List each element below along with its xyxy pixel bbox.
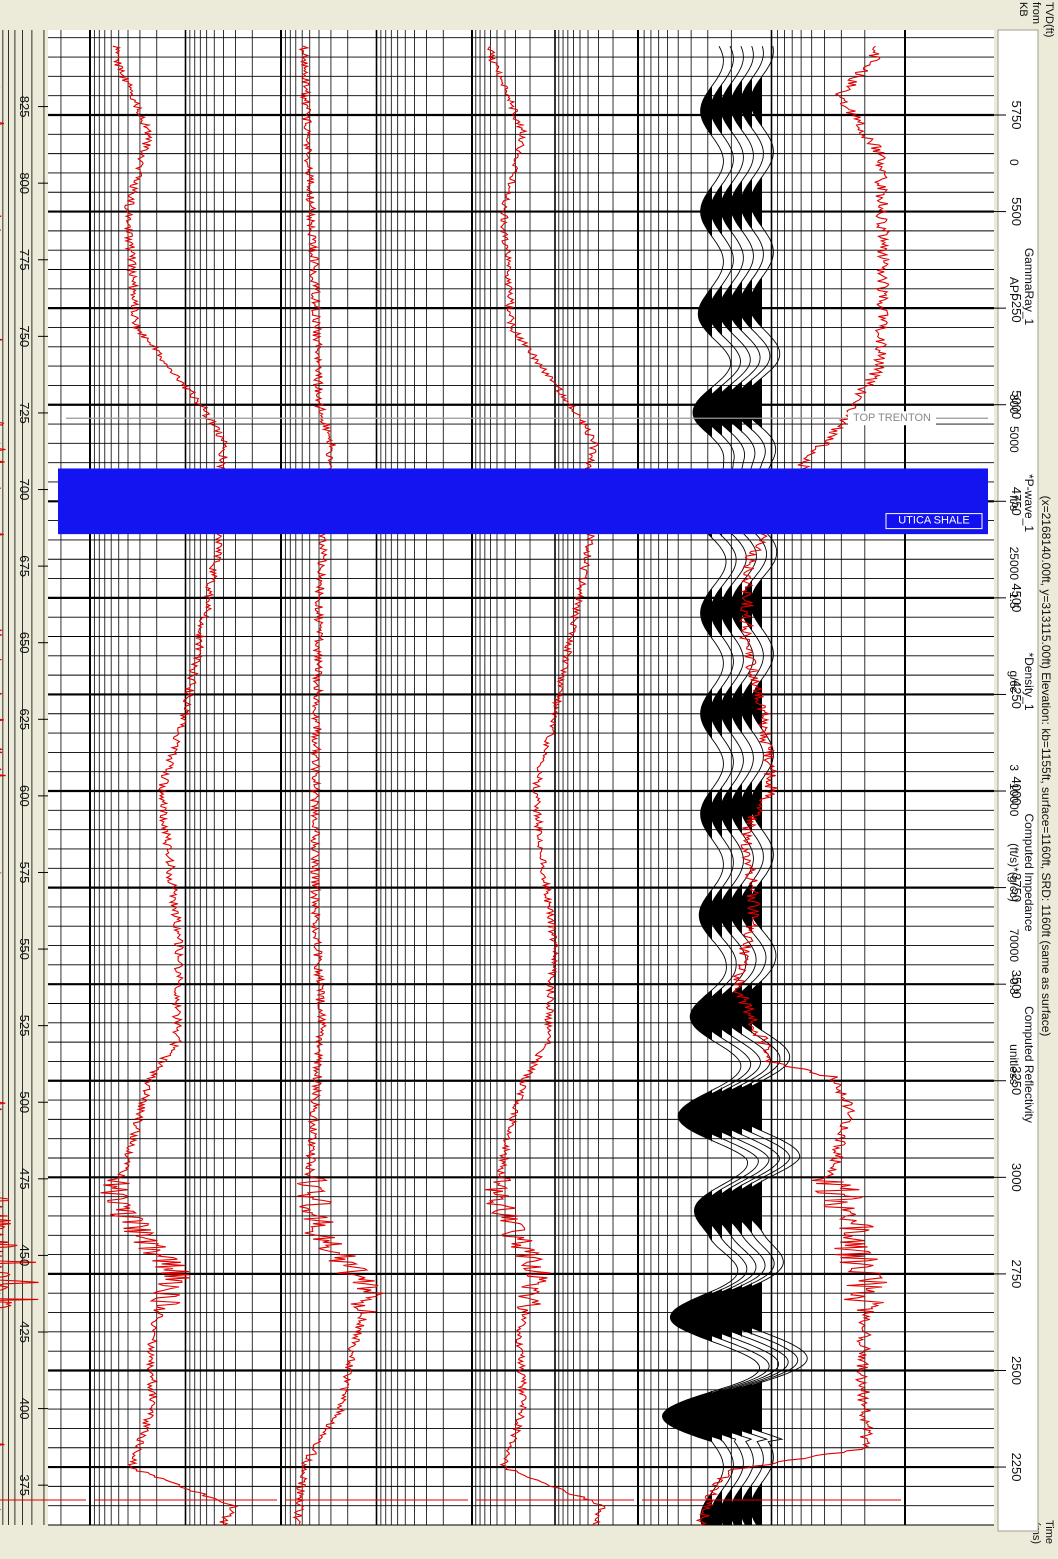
- seismic-trace: [701, 46, 799, 1526]
- top-label-utica-shale: UTICA SHALE: [898, 515, 970, 527]
- curve-unit: unitless: [1007, 1044, 1021, 1085]
- scale-max: 70000: [1007, 929, 1021, 963]
- scale-min: -0.3: [1007, 974, 1021, 995]
- seismic-trace: [711, 46, 808, 1526]
- svg-text:TVD(ft): TVD(ft): [1043, 2, 1055, 37]
- well-header-title: (x=2168140.00ft, y=313115.00ft) Elevatio…: [1039, 496, 1053, 1037]
- depth-tick-label: 4500: [1009, 583, 1024, 612]
- top-trenton-label-box: [848, 411, 936, 426]
- depth-tick-label: 5000: [1009, 390, 1024, 419]
- scale-max: 3: [1007, 764, 1021, 771]
- log-curve: [695, 45, 890, 1526]
- curve-unit: (ft/s)*(g/cc): [1007, 843, 1021, 902]
- curve-unit: API: [1007, 277, 1021, 296]
- depth-tick-label: 4750: [1009, 487, 1024, 516]
- track-header-strip: [997, 29, 1039, 1532]
- seismic-trace: [671, 46, 770, 1526]
- depth-tick-label: 5750: [1009, 101, 1024, 130]
- depth-tick-label: 2750: [1009, 1259, 1024, 1288]
- time-tick-label: 425: [17, 1321, 32, 1343]
- svg-text:from: from: [1030, 2, 1042, 24]
- scale-min: 5000: [1007, 426, 1021, 453]
- depth-tick-label: 2250: [1009, 1453, 1024, 1482]
- depth-tick-label: 5250: [1009, 294, 1024, 323]
- curve-unit: g/cc: [1007, 670, 1021, 692]
- seismic-trace: [661, 45, 761, 1526]
- seismic-trace: [681, 46, 780, 1526]
- svg-text:KB: KB: [1017, 2, 1029, 17]
- depth-tick-label: 2500: [1009, 1356, 1024, 1385]
- curve-name: Computed Reflectivity: [1022, 1006, 1036, 1123]
- depth-tick-label: 4000: [1009, 777, 1024, 806]
- curve-name: Computed Impedance: [1022, 813, 1036, 931]
- utica-shale-label-box: [885, 513, 983, 530]
- depth-axis-label: TVD(ft) from KB: [1017, 2, 1055, 37]
- log-curve: [485, 45, 606, 1526]
- top-label-top-trenton: TOP TRENTON: [853, 412, 931, 424]
- time-tick-label: 775: [17, 249, 32, 271]
- time-tick-label: 750: [17, 326, 32, 348]
- time-tick-label: 800: [17, 172, 32, 194]
- time-tick-label: 400: [17, 1398, 32, 1420]
- time-tick-label: 475: [17, 1168, 32, 1190]
- seismic-trace: [691, 46, 789, 1526]
- scale-max: 300: [1007, 394, 1021, 414]
- time-tick-label: 675: [17, 555, 32, 577]
- time-tick-label: 450: [17, 1245, 32, 1267]
- time-tick-label: 550: [17, 938, 32, 960]
- time-tick-label: 700: [17, 479, 32, 501]
- curve-name: *Density_1: [1022, 652, 1036, 710]
- depth-tick-label: 3500: [1009, 970, 1024, 999]
- scale-max: 25000: [1007, 547, 1021, 581]
- curve-name: *P-wave_1: [1022, 474, 1036, 532]
- time-tick-label: 650: [17, 632, 32, 654]
- log-curve: [292, 45, 384, 1526]
- scale-min: 0: [1007, 159, 1021, 166]
- seismic-trace-fill: [662, 45, 712, 1525]
- depth-tick-label: 3250: [1009, 1066, 1024, 1095]
- depth-tick-label: 4250: [1009, 680, 1024, 709]
- scale-min: 10000: [1007, 783, 1021, 817]
- time-tick-label: 375: [17, 1474, 32, 1496]
- log-curve: [100, 45, 238, 1526]
- time-tick-label: 625: [17, 708, 32, 730]
- time-tick-label: 525: [17, 1015, 32, 1037]
- scale-min: 1.5: [1007, 592, 1021, 609]
- utica-shale-highlight: [58, 468, 988, 535]
- time-tick-label: 600: [17, 785, 32, 807]
- time-tick-label: 725: [17, 402, 32, 424]
- time-tick-label: 575: [17, 862, 32, 884]
- depth-tick-label: 3000: [1009, 1163, 1024, 1192]
- time-tick-label: 825: [17, 96, 32, 118]
- curve-unit: ft/s: [1007, 495, 1021, 511]
- curve-name: GammaRay_1: [1022, 248, 1036, 326]
- time-tick-label: 500: [17, 1091, 32, 1113]
- depth-tick-label: 5500: [1009, 197, 1024, 226]
- svg-text:Time: Time: [1043, 1520, 1055, 1544]
- depth-tick-label: 3750: [1009, 873, 1024, 902]
